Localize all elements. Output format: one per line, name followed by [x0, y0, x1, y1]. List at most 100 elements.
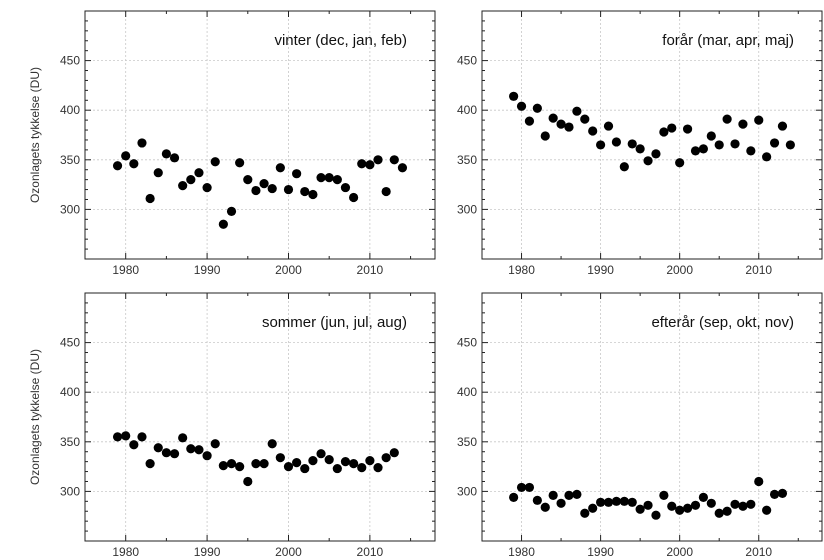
data-point — [121, 151, 131, 161]
data-point — [153, 443, 163, 453]
data-point — [267, 439, 277, 449]
data-point — [283, 184, 294, 195]
data-point — [619, 162, 629, 172]
data-point — [137, 432, 147, 442]
data-point — [129, 159, 139, 169]
data-point — [324, 455, 334, 465]
x-tick-label: 1990 — [587, 545, 614, 559]
y-tick-label: 400 — [60, 385, 80, 399]
data-point — [169, 153, 180, 163]
data-point — [659, 490, 669, 500]
plot-frame — [481, 292, 823, 542]
x-tick-label: 2000 — [275, 263, 302, 277]
data-point — [365, 160, 375, 170]
data-point — [292, 169, 302, 179]
data-point — [746, 499, 756, 509]
data-point — [357, 159, 367, 169]
data-point — [300, 186, 310, 197]
data-point — [243, 175, 253, 185]
data-point — [381, 453, 391, 463]
data-point — [235, 462, 245, 472]
data-point — [611, 137, 622, 147]
data-point — [738, 119, 748, 129]
data-point — [714, 508, 724, 518]
data-point — [682, 503, 693, 513]
x-tick-label: 2010 — [357, 263, 384, 277]
data-point — [540, 502, 550, 512]
data-point — [706, 131, 716, 141]
data-point — [202, 451, 212, 461]
data-point — [603, 497, 614, 507]
data-point — [161, 149, 171, 159]
y-axis-title: Ozonlagets tykkelse (DU) — [28, 66, 42, 204]
data-point — [300, 463, 310, 474]
panel-title: sommer (jun, jul, aug) — [262, 314, 407, 331]
data-point — [762, 152, 772, 162]
data-point — [769, 489, 780, 499]
data-point — [145, 459, 155, 469]
data-point — [754, 115, 764, 125]
data-point — [389, 448, 399, 458]
data-point — [769, 138, 780, 148]
data-point — [251, 185, 261, 196]
x-tick-label: 2010 — [357, 545, 384, 559]
data-point — [316, 173, 326, 183]
data-point — [564, 122, 574, 132]
data-point — [651, 510, 661, 520]
data-point — [332, 175, 342, 185]
data-point — [777, 488, 788, 498]
data-point — [572, 489, 582, 499]
data-point — [619, 496, 629, 506]
data-point — [777, 121, 788, 131]
data-point — [509, 91, 519, 101]
data-point — [532, 495, 542, 505]
data-point — [754, 476, 764, 487]
data-point — [532, 103, 542, 113]
y-tick-label: 450 — [60, 54, 80, 68]
y-tick-label: 400 — [457, 385, 477, 399]
data-point — [548, 490, 558, 500]
data-point — [588, 126, 598, 136]
y-tick-label: 300 — [60, 484, 80, 498]
data-point — [580, 508, 590, 518]
data-point — [611, 496, 622, 506]
data-point — [722, 506, 732, 516]
y-tick-label: 400 — [60, 103, 80, 117]
chart-panel-vinter: 1980 1990 2000 2010 300 350 400 450 vinter (dec,… — [60, 10, 436, 277]
x-tick-label: 1980 — [112, 545, 139, 559]
chart-panel-sommer: 1980 1990 2000 2010 300 350 400 450 sommer (jun,… — [60, 292, 436, 559]
data-point — [210, 157, 220, 167]
data-point — [675, 505, 685, 515]
plot-frame — [84, 292, 436, 542]
data-point — [275, 453, 285, 463]
data-point — [698, 492, 708, 502]
data-point — [349, 459, 359, 469]
data-point — [161, 448, 171, 458]
data-point — [194, 168, 204, 178]
x-tick-label: 1980 — [112, 263, 139, 277]
y-tick-label: 350 — [60, 435, 80, 449]
data-point — [308, 189, 318, 200]
data-point — [129, 440, 139, 450]
data-point — [627, 139, 637, 149]
x-tick-label: 1980 — [508, 263, 535, 277]
x-tick-label: 2000 — [666, 263, 693, 277]
data-point — [137, 138, 147, 148]
data-point — [738, 501, 748, 511]
data-point — [235, 158, 245, 168]
y-tick-label: 300 — [457, 484, 477, 498]
data-point — [121, 431, 131, 441]
data-point — [746, 146, 756, 156]
data-point — [635, 504, 645, 514]
data-point — [524, 116, 535, 126]
data-point — [340, 457, 351, 467]
x-tick-label: 2000 — [275, 545, 302, 559]
data-point — [357, 462, 367, 473]
data-point — [698, 144, 708, 154]
data-point — [588, 503, 598, 513]
data-point — [226, 206, 237, 216]
y-axis-title: Ozonlagets tykkelse (DU) — [28, 348, 42, 486]
data-point — [730, 139, 740, 149]
data-point — [706, 498, 716, 508]
data-point — [373, 462, 383, 473]
